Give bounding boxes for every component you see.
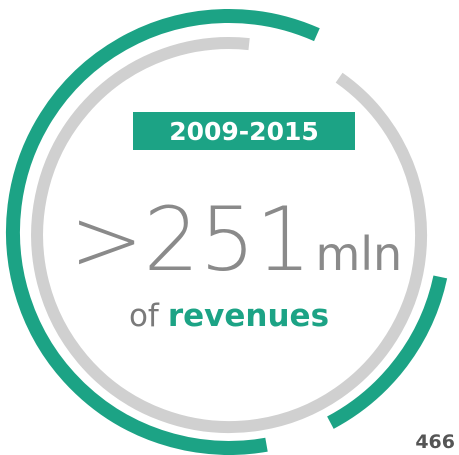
- amount-line: >251mln: [70, 188, 402, 291]
- unit: mln: [315, 227, 402, 281]
- badge-box: [133, 112, 355, 150]
- page-number: 466: [415, 431, 455, 453]
- amount: >251: [70, 188, 312, 291]
- caption: of revenues: [129, 298, 329, 334]
- caption-prefix: of: [129, 298, 160, 334]
- outer-arc: [5, 9, 320, 455]
- outer-arc: [327, 275, 448, 429]
- caption-highlight: revenues: [168, 298, 329, 334]
- inner-arc: [31, 37, 428, 433]
- badge-text: 2009-2015: [169, 117, 319, 146]
